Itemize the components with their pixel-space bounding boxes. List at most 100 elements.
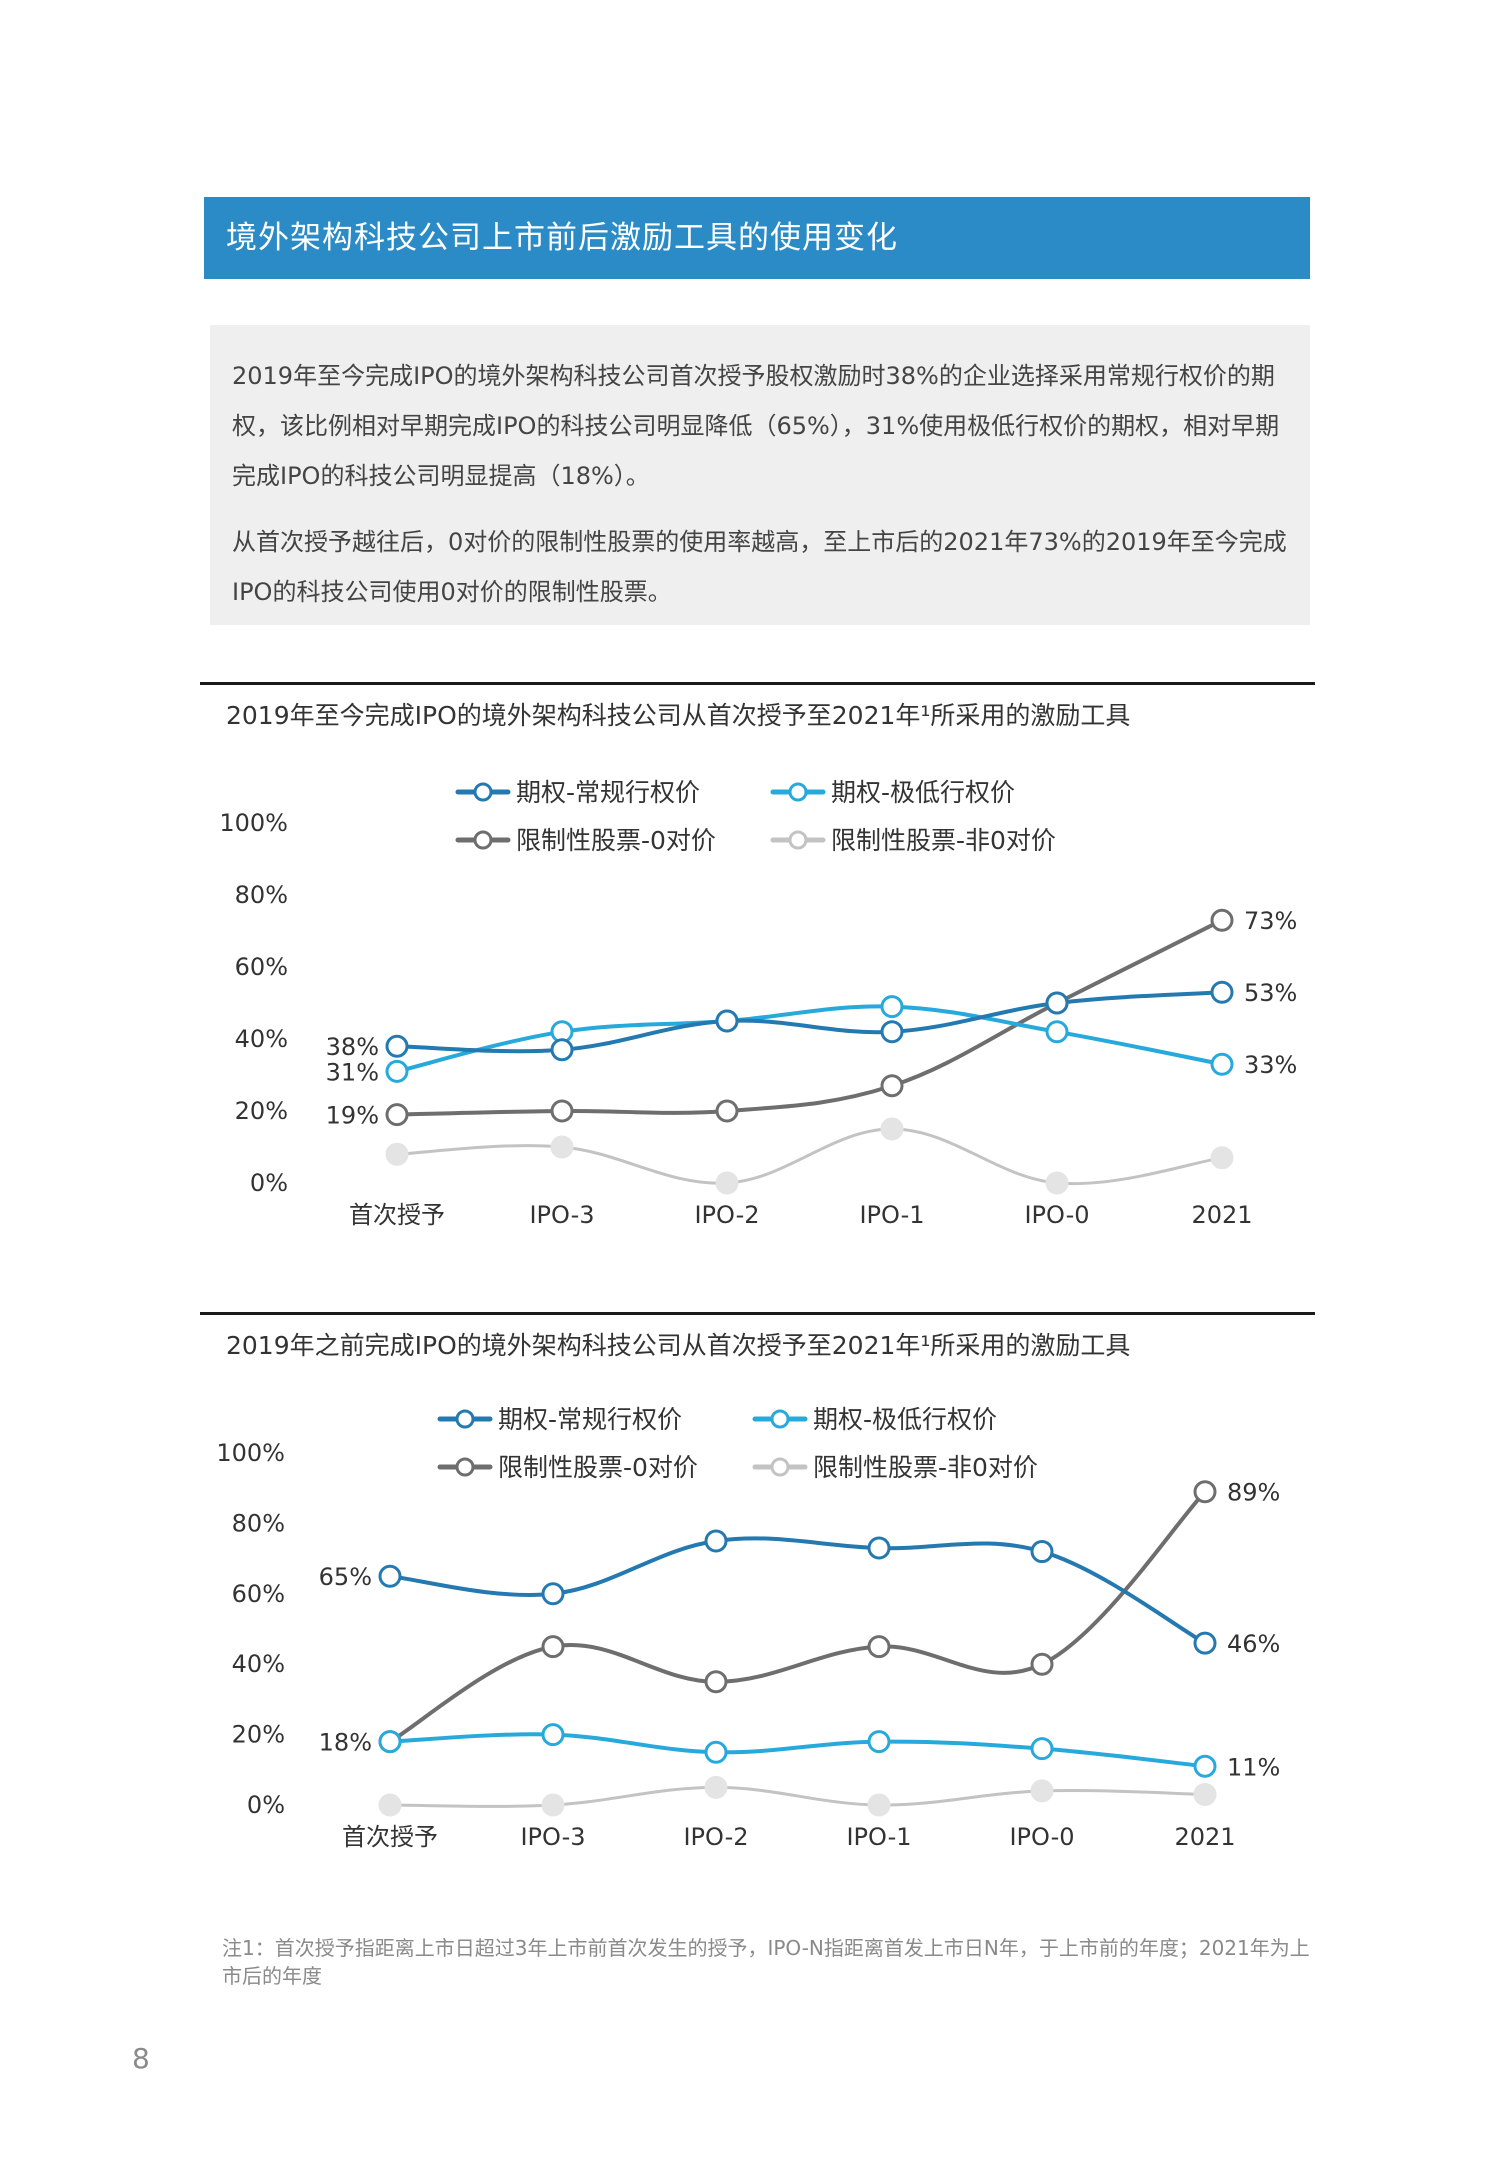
x-tick-label: IPO-0 bbox=[1009, 1823, 1074, 1851]
legend-item: 期权-常规行权价 bbox=[437, 1405, 682, 1434]
y-tick-label: 40% bbox=[235, 1025, 288, 1053]
data-point bbox=[867, 1730, 891, 1754]
data-point bbox=[541, 1582, 565, 1606]
data-point bbox=[715, 1099, 739, 1123]
data-label: 18% bbox=[319, 1729, 372, 1757]
chart-canvas: 0% 20% 40% 60% 80% 100% 首次授予 IPO-3 IPO-2 IPO-1 IPO… bbox=[216, 1405, 1280, 1851]
data-point bbox=[385, 1103, 409, 1127]
data-label: 19% bbox=[326, 1102, 379, 1130]
series-line bbox=[389, 1785, 1206, 1808]
y-tick-label: 0% bbox=[247, 1791, 285, 1819]
data-point bbox=[1210, 1146, 1234, 1170]
summary-box: 2019年至今完成IPO的境外架构科技公司首次授予股权激励时38%的企业选择采用… bbox=[210, 325, 1310, 625]
data-label: 73% bbox=[1244, 907, 1297, 935]
legend-item: 期权-常规行权价 bbox=[455, 778, 700, 807]
legend-label: 期权-常规行权价 bbox=[498, 1405, 682, 1434]
series-line bbox=[389, 1536, 1206, 1645]
data-label: 33% bbox=[1244, 1051, 1297, 1079]
legend-marker bbox=[770, 1409, 790, 1429]
chart-pre-2019: 2019年之前完成IPO的境外架构科技公司从首次授予至2021年¹所采用的激励工… bbox=[200, 1312, 1315, 1892]
data-point bbox=[1045, 991, 1069, 1015]
chart-canvas: 0% 20% 40% 60% 80% 100% 首次授予 IPO-3 IPO-2 IPO-1 IPO… bbox=[219, 778, 1297, 1229]
x-tick-label: IPO-1 bbox=[859, 1201, 924, 1229]
data-point bbox=[550, 1099, 574, 1123]
data-point bbox=[1193, 1754, 1217, 1778]
x-tick-label: IPO-0 bbox=[1024, 1201, 1089, 1229]
y-tick-label: 20% bbox=[232, 1721, 285, 1749]
legend-marker bbox=[455, 1409, 475, 1429]
legend-marker bbox=[455, 1457, 475, 1477]
legend-label: 期权-极低行权价 bbox=[831, 778, 1015, 807]
x-tick-label: 首次授予 bbox=[349, 1201, 445, 1229]
x-tick-label: IPO-3 bbox=[520, 1823, 585, 1851]
chart-title: 2019年至今完成IPO的境外架构科技公司从首次授予至2021年¹所采用的激励工… bbox=[226, 701, 1131, 730]
legend-label: 限制性股票-非0对价 bbox=[813, 1453, 1038, 1482]
legend-item: 限制性股票-0对价 bbox=[455, 826, 716, 855]
data-point bbox=[550, 1038, 574, 1062]
data-point bbox=[541, 1635, 565, 1659]
legend-marker bbox=[473, 830, 493, 850]
data-label: 11% bbox=[1227, 1753, 1280, 1781]
data-point bbox=[880, 1020, 904, 1044]
legend-item: 期权-极低行权价 bbox=[770, 778, 1015, 807]
data-point bbox=[867, 1536, 891, 1560]
chart-post-2019: 2019年至今完成IPO的境外架构科技公司从首次授予至2021年¹所采用的激励工… bbox=[200, 682, 1315, 1262]
data-point bbox=[1193, 1480, 1217, 1504]
legend-item: 期权-极低行权价 bbox=[752, 1405, 997, 1434]
data-point bbox=[1210, 980, 1234, 1004]
legend-label: 限制性股票-非0对价 bbox=[831, 826, 1056, 855]
legend-marker bbox=[788, 830, 808, 850]
x-tick-label: IPO-3 bbox=[529, 1201, 594, 1229]
data-point bbox=[1045, 1171, 1069, 1195]
data-point bbox=[1193, 1782, 1217, 1806]
legend-label: 限制性股票-0对价 bbox=[498, 1453, 698, 1482]
x-tick-label: 2021 bbox=[1174, 1823, 1235, 1851]
data-point bbox=[1193, 1631, 1217, 1655]
data-point bbox=[880, 1074, 904, 1098]
data-point bbox=[715, 1009, 739, 1033]
data-label: 53% bbox=[1244, 979, 1297, 1007]
data-label: 46% bbox=[1227, 1630, 1280, 1658]
data-point bbox=[704, 1529, 728, 1553]
data-point bbox=[1045, 1020, 1069, 1044]
series-line bbox=[396, 1004, 1223, 1074]
data-point bbox=[704, 1775, 728, 1799]
data-label: 38% bbox=[326, 1033, 379, 1061]
y-tick-label: 0% bbox=[250, 1169, 288, 1197]
data-point bbox=[385, 1142, 409, 1166]
data-point bbox=[385, 1059, 409, 1083]
data-point bbox=[704, 1670, 728, 1694]
summary-paragraph-2: 从首次授予越往后，0对价的限制性股票的使用率越高，至上市后的2021年73%的2… bbox=[232, 528, 1287, 606]
legend-item: 限制性股票-非0对价 bbox=[752, 1453, 1038, 1482]
legend-marker bbox=[473, 782, 493, 802]
y-tick-label: 100% bbox=[219, 809, 288, 837]
series-line bbox=[388, 1490, 1207, 1744]
x-tick-label: IPO-2 bbox=[694, 1201, 759, 1229]
y-tick-label: 60% bbox=[235, 953, 288, 981]
footnote: 注1：首次授予指距离上市日超过3年上市前首次发生的授予，IPO-N指距离首发上市… bbox=[222, 1936, 1310, 1988]
data-label: 89% bbox=[1227, 1479, 1280, 1507]
y-tick-label: 40% bbox=[232, 1650, 285, 1678]
chart-top-rule bbox=[200, 682, 1315, 685]
data-point bbox=[1030, 1737, 1054, 1761]
summary-paragraph-1: 2019年至今完成IPO的境外架构科技公司首次授予股权激励时38%的企业选择采用… bbox=[232, 362, 1280, 490]
y-tick-label: 100% bbox=[216, 1439, 285, 1467]
data-point bbox=[715, 1171, 739, 1195]
data-point bbox=[1030, 1779, 1054, 1803]
chart-top-rule bbox=[200, 1312, 1315, 1315]
data-point bbox=[385, 1034, 409, 1058]
data-point bbox=[880, 1117, 904, 1141]
data-point bbox=[1030, 1652, 1054, 1676]
series-line bbox=[396, 918, 1223, 1117]
section-title: 境外架构科技公司上市前后激励工具的使用变化 bbox=[226, 220, 898, 256]
legend-label: 期权-常规行权价 bbox=[516, 778, 700, 807]
legend-marker bbox=[770, 1457, 790, 1477]
page-number: 8 bbox=[132, 2042, 150, 2075]
series-line bbox=[396, 1127, 1223, 1186]
y-tick-label: 80% bbox=[235, 881, 288, 909]
data-point bbox=[378, 1793, 402, 1817]
legend-item: 限制性股票-非0对价 bbox=[770, 826, 1056, 855]
y-tick-label: 80% bbox=[232, 1509, 285, 1537]
data-point bbox=[1210, 1052, 1234, 1076]
y-tick-label: 60% bbox=[232, 1580, 285, 1608]
